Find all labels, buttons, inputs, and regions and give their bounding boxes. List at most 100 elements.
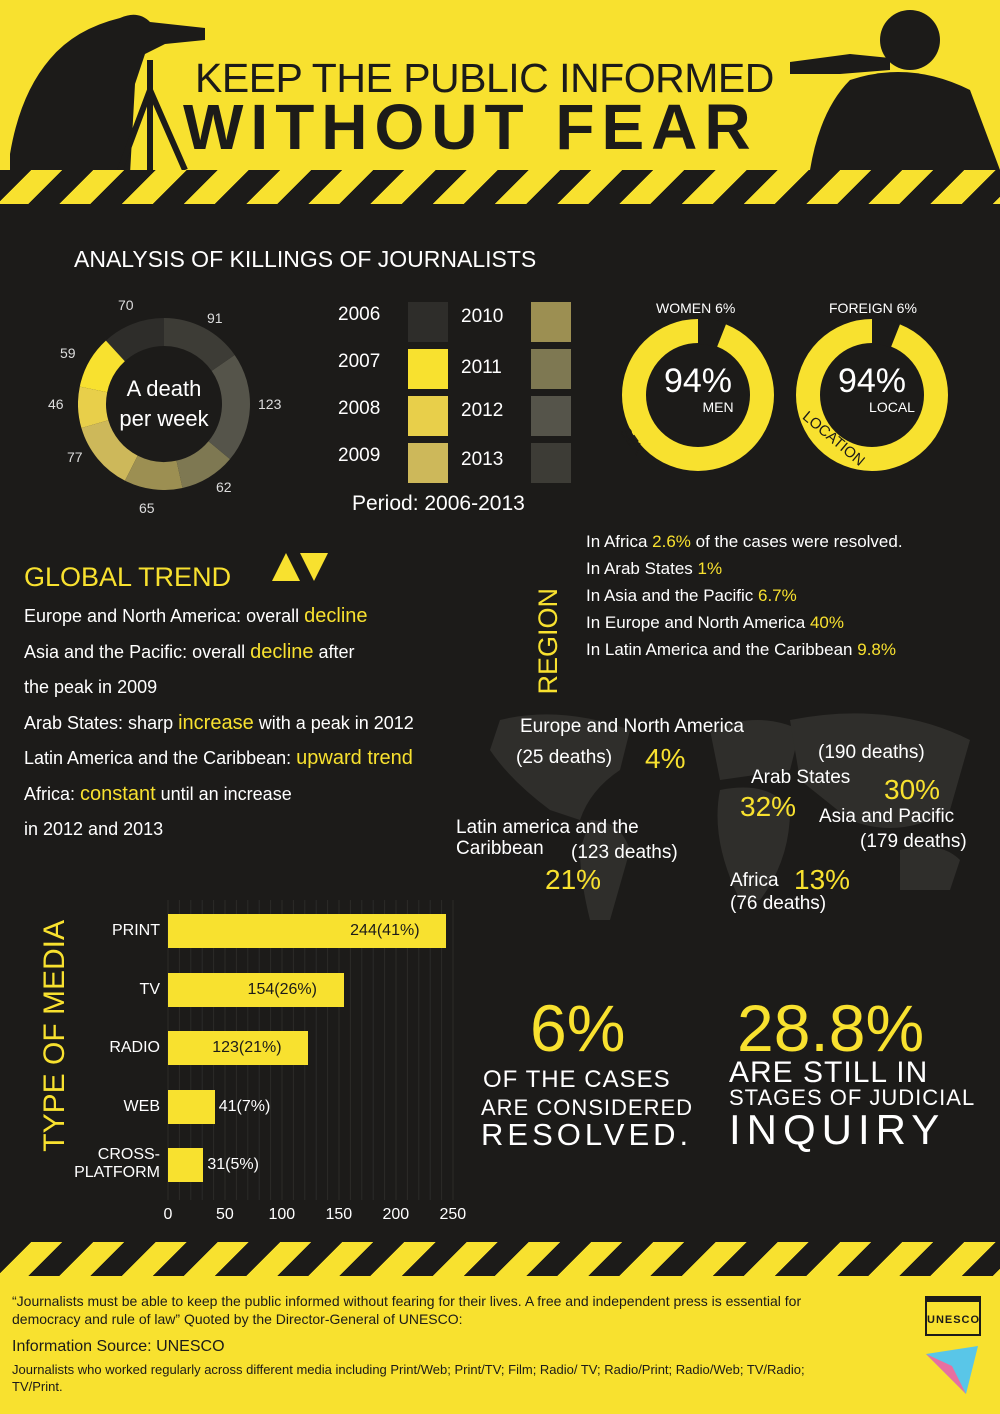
ring-sex-sub: MEN (702, 399, 734, 415)
map-latam-deaths: (123 deaths) (571, 842, 678, 863)
region-pre: In Latin America and the Caribbean (586, 640, 858, 659)
donut-center-text: A death per week (108, 374, 220, 434)
gunman-silhouette (790, 10, 1000, 170)
donut-slice-2012 (208, 354, 250, 460)
legend-swatch-2009 (408, 443, 448, 483)
stat-resolved-big: 6% (530, 991, 626, 1065)
donut-label-46: 46 (48, 396, 64, 412)
legend-year-2007: 2007 (338, 351, 381, 372)
media-bar-web (168, 1089, 215, 1124)
global-trend-title: GLOBAL TREND (24, 562, 232, 592)
ring-sex-top-label: WOMEN 6% (656, 300, 736, 316)
region-pre: In Asia and the Pacific (586, 586, 758, 605)
media-category-part: CROSS- (97, 1146, 160, 1163)
global-trend-line-5: Africa: constant until an increase (24, 783, 292, 806)
legend-swatch-2012 (531, 396, 571, 436)
title-line-2: WITHOUT FEAR (183, 91, 758, 163)
stat-inquiry-line1: ARE STILL IN (729, 1056, 929, 1089)
media-category-web: WEB (123, 1097, 160, 1115)
legend-swatch-2010 (531, 302, 571, 342)
map-asia-deaths: (179 deaths) (860, 831, 967, 852)
x-tick-200: 200 (382, 1206, 410, 1223)
period-label: Period: 2006-2013 (352, 492, 525, 515)
media-bar-radio (168, 1031, 309, 1065)
media-bar-cross-platform (168, 1148, 204, 1182)
region-pre: In Africa (586, 532, 653, 551)
x-tick-100: 100 (268, 1206, 296, 1223)
region-line-4: In Latin America and the Caribbean 9.8% (586, 640, 896, 660)
hazard-stripes-bottom (0, 1242, 1000, 1276)
global-trend-pre: Asia and the Pacific: overall (24, 641, 251, 662)
media-bar-label-print: 244(41%) (350, 922, 420, 939)
global-trend-line-0: Europe and North America: overall declin… (24, 605, 368, 628)
media-bar-label-cross-platform: 31(5%) (207, 1156, 259, 1173)
global-trend-line-6: in 2012 and 2013 (24, 818, 163, 841)
donut-slice-2006 (105, 318, 164, 362)
stat-inquiry-big: 28.8% (737, 991, 925, 1065)
type-of-media-label: TYPE OF MEDIA (38, 920, 71, 1152)
global-trend-post: until an increase (155, 783, 292, 804)
triangle-logo-icon (926, 1346, 978, 1394)
media-bar-tv (168, 972, 344, 1007)
legend-year-2012: 2012 (461, 400, 504, 421)
global-trend-key: decline (250, 640, 314, 663)
map-europe-deaths: (25 deaths) (516, 747, 613, 768)
location-ring-remainder (871, 318, 901, 348)
donut-slice-2013 (164, 318, 235, 371)
region-pre: In Arab States (586, 559, 698, 578)
global-trend-key: constant (80, 782, 156, 805)
world-map (490, 713, 970, 920)
unesco-logo: UNESCO (925, 1296, 981, 1336)
media-bar-print (168, 914, 447, 948)
donut-slice-2008 (78, 386, 109, 429)
footer-source: Information Source: UNESCO (12, 1338, 225, 1355)
map-africa-name: Africa (730, 870, 779, 891)
legend-swatch-2008 (408, 396, 448, 436)
media-category-cross-platform: CROSS- PLATFORM (40, 1146, 160, 1182)
legend-swatch-2013 (531, 443, 571, 483)
donut-slice-2011 (176, 441, 230, 488)
global-trend-line-2: the peak in 2009 (24, 676, 157, 699)
photographer-silhouette (10, 14, 205, 170)
map-europe-pct: 4% (645, 743, 686, 774)
media-category-part: PLATFORM (74, 1164, 160, 1181)
legend-year-2010: 2010 (461, 306, 504, 327)
donut-label-65: 65 (139, 500, 155, 516)
donut-label-123: 123 (258, 396, 282, 412)
x-tick-150: 150 (325, 1206, 353, 1223)
map-latam-name-2: Caribbean (456, 838, 544, 859)
region-key: 9.8% (857, 640, 896, 659)
region-line-3: In Europe and North America 40% (586, 613, 844, 633)
map-latam-name-1: Latin america and the (456, 817, 639, 838)
region-post: of the cases were resolved. (690, 532, 903, 551)
global-trend-pre: Arab States: sharp (24, 712, 179, 733)
legend-year-2009: 2009 (338, 445, 381, 466)
media-category-radio: RADIO (109, 1039, 160, 1056)
region-key: 40% (809, 613, 844, 632)
donut-slice-2009 (81, 420, 138, 481)
map-arab-pct: 32% (740, 791, 797, 822)
map-arab-deaths: (190 deaths) (818, 742, 925, 763)
legend-swatch-2006 (408, 302, 448, 342)
global-trend-post: after (313, 641, 355, 662)
global-trend-pre: Africa: (24, 783, 81, 804)
stat-resolved-line3: RESOLVED. (481, 1117, 693, 1152)
ring-location-sub: LOCAL (869, 399, 915, 415)
location-ring-chart (796, 318, 948, 471)
global-trend-pre: in 2012 and 2013 (24, 819, 164, 839)
ring-location-top-label: FOREIGN 6% (829, 300, 917, 316)
global-trend-pre: Europe and North America: overall (24, 606, 305, 626)
stat-inquiry-line3: INQUIRY (729, 1106, 946, 1153)
region-line-1: In Arab States 1% (586, 559, 722, 579)
sex-ring-chart (622, 318, 774, 471)
donut-slice-2010 (124, 455, 183, 490)
donut-label-70: 70 (118, 297, 134, 313)
x-tick-0: 0 (163, 1206, 173, 1223)
global-trend-pre: the peak in 2009 (24, 677, 158, 697)
analysis-title: ANALYSIS OF KILLINGS OF JOURNALISTS (74, 246, 537, 272)
global-trend-line-3: Arab States: sharp increase with a peak … (24, 712, 414, 735)
x-tick-50: 50 (216, 1206, 234, 1223)
global-trend-key: decline (304, 605, 368, 627)
media-category-tv: TV (139, 980, 160, 998)
legend-swatch-2007 (408, 349, 448, 389)
